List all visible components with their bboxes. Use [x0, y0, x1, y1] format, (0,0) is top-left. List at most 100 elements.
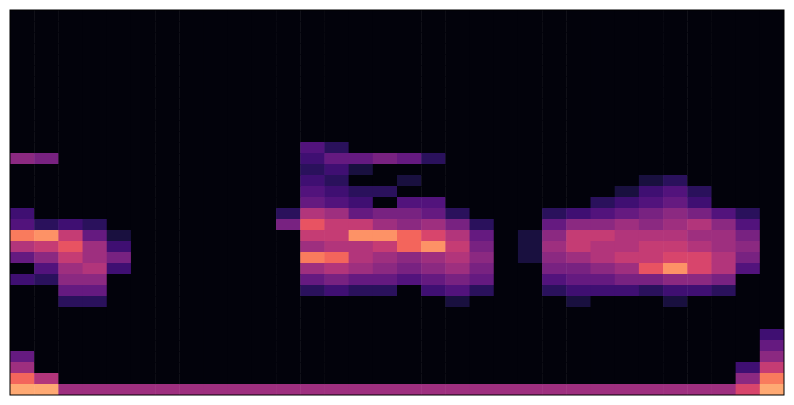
heatmap-cell	[10, 208, 35, 220]
heatmap-cell	[736, 285, 761, 297]
heatmap-cell	[445, 186, 470, 198]
heatmap-cell	[760, 296, 784, 308]
heatmap-cell	[107, 318, 132, 330]
heatmap-cell	[228, 362, 253, 374]
heatmap-cell	[204, 274, 229, 286]
heatmap-cell	[397, 285, 422, 297]
heatmap-cell	[687, 252, 712, 264]
heatmap-cell	[373, 175, 398, 187]
heatmap-cell	[760, 10, 784, 22]
heatmap-cell	[204, 230, 229, 242]
heatmap-cell	[252, 373, 277, 385]
heatmap-cell	[252, 76, 277, 88]
heatmap-cell	[615, 54, 640, 66]
heatmap-cell	[736, 274, 761, 286]
heatmap-cell	[107, 10, 132, 22]
heatmap-cell	[494, 32, 519, 44]
heatmap-cell	[639, 340, 664, 352]
heatmap-cell	[300, 230, 325, 242]
heatmap-cell	[179, 32, 204, 44]
heatmap-cell	[131, 351, 156, 363]
heatmap-cell	[470, 263, 495, 275]
heatmap-cell	[736, 142, 761, 154]
heatmap-cell	[736, 87, 761, 99]
heatmap-cell	[155, 175, 180, 187]
heatmap-cell	[58, 87, 83, 99]
heatmap-cell	[566, 208, 591, 220]
heatmap-cell	[663, 21, 688, 33]
heatmap-cell	[252, 164, 277, 176]
heatmap-cell	[711, 186, 736, 198]
heatmap-cell	[155, 164, 180, 176]
heatmap-cell	[83, 32, 108, 44]
heatmap-cell	[107, 351, 132, 363]
heatmap-cell	[228, 32, 253, 44]
heatmap-cell	[34, 230, 59, 242]
heatmap-cell	[566, 329, 591, 341]
heatmap-cell	[470, 131, 495, 143]
heatmap-cell	[34, 285, 59, 297]
heatmap-cell	[591, 131, 616, 143]
heatmap-cell	[760, 263, 784, 275]
heatmap-cell	[566, 153, 591, 165]
heatmap-cell	[566, 362, 591, 374]
heatmap-cell	[10, 351, 35, 363]
heatmap-cell	[421, 329, 446, 341]
heatmap-cell	[518, 142, 543, 154]
heatmap-cell	[397, 241, 422, 253]
heatmap-cell	[373, 10, 398, 22]
heatmap-cell	[373, 142, 398, 154]
heatmap-cell	[518, 373, 543, 385]
heatmap-cell	[131, 329, 156, 341]
heatmap-cell	[711, 307, 736, 319]
heatmap-cell	[736, 120, 761, 132]
heatmap-cell	[58, 230, 83, 242]
heatmap-cell	[518, 307, 543, 319]
heatmap-cell	[591, 43, 616, 55]
heatmap-cell	[615, 76, 640, 88]
heatmap-cell	[107, 373, 132, 385]
heatmap-cell	[373, 197, 398, 209]
heatmap-cell	[10, 329, 35, 341]
heatmap-cell	[83, 43, 108, 55]
heatmap-cell	[566, 373, 591, 385]
heatmap-cell	[687, 76, 712, 88]
heatmap-cell	[107, 43, 132, 55]
heatmap-cell	[615, 164, 640, 176]
heatmap-cell	[373, 296, 398, 308]
heatmap-cell	[58, 131, 83, 143]
heatmap-cell	[373, 263, 398, 275]
heatmap-cell	[566, 87, 591, 99]
heatmap-cell	[349, 76, 374, 88]
heatmap-cell	[397, 219, 422, 231]
heatmap-cell	[711, 384, 736, 395]
heatmap-cell	[83, 76, 108, 88]
heatmap-cell	[591, 164, 616, 176]
heatmap-cell	[711, 98, 736, 110]
heatmap-cell	[204, 54, 229, 66]
heatmap-cell	[155, 43, 180, 55]
heatmap-cell	[711, 230, 736, 242]
heatmap-cell	[639, 307, 664, 319]
heatmap-cell	[300, 252, 325, 264]
heatmap-cell	[155, 142, 180, 154]
heatmap-cell	[131, 208, 156, 220]
heatmap-cell	[639, 87, 664, 99]
heatmap-cell	[349, 54, 374, 66]
heatmap-cell	[228, 65, 253, 77]
heatmap-cell	[566, 98, 591, 110]
heatmap-cell	[107, 384, 132, 395]
heatmap-cell	[591, 263, 616, 275]
heatmap-cell	[542, 164, 567, 176]
heatmap-cell	[397, 329, 422, 341]
heatmap-cell	[542, 263, 567, 275]
heatmap-cell	[324, 252, 349, 264]
chart-svg	[0, 0, 794, 405]
heatmap-cell	[615, 197, 640, 209]
heatmap-cell	[276, 54, 301, 66]
heatmap-cell	[445, 32, 470, 44]
heatmap-cell	[760, 197, 784, 209]
heatmap-cell	[470, 65, 495, 77]
heatmap-cell	[591, 109, 616, 121]
heatmap-cell	[760, 340, 784, 352]
